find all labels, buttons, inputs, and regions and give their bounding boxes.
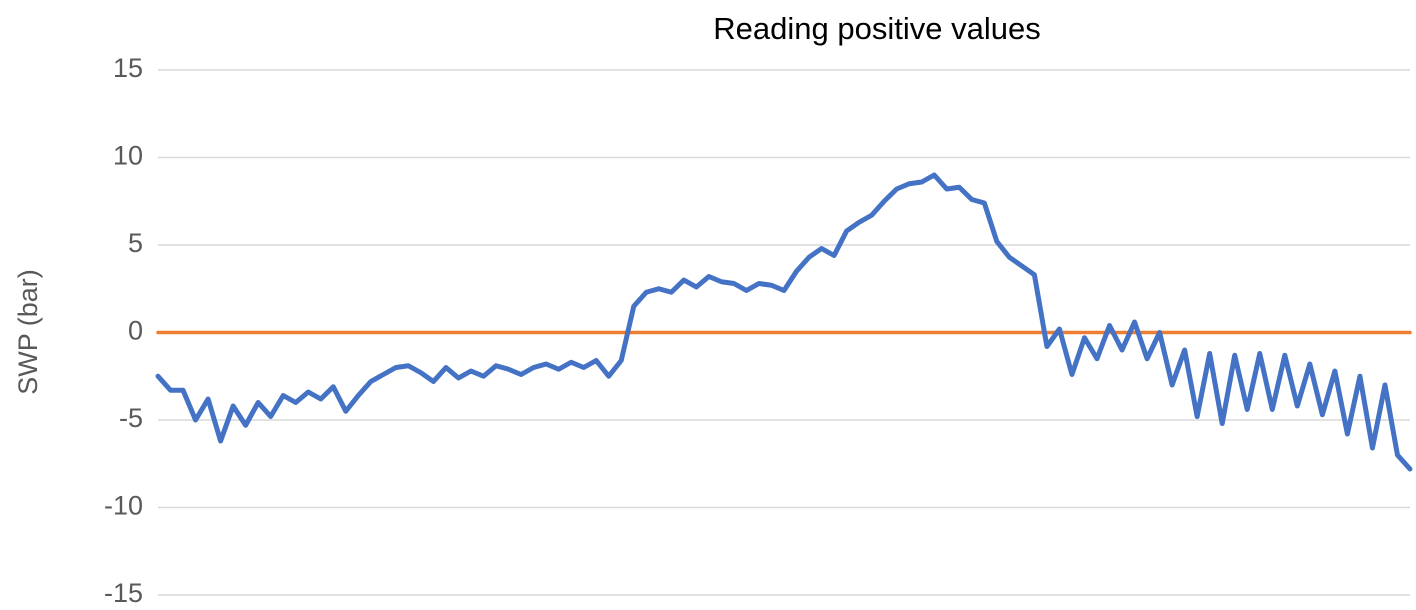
y-tick-label: 0	[128, 316, 143, 346]
data-line	[155, 172, 1413, 472]
y-axis-label: SWP (bar)	[13, 269, 43, 395]
y-tick-label: -10	[104, 491, 143, 521]
y-tick-label: 5	[128, 228, 143, 258]
y-tick-label: -15	[104, 578, 143, 608]
y-tick-label: 15	[113, 53, 143, 83]
y-tick-label: -5	[119, 403, 143, 433]
chart-title: Reading positive values	[713, 11, 1040, 46]
y-tick-label: 10	[113, 141, 143, 171]
